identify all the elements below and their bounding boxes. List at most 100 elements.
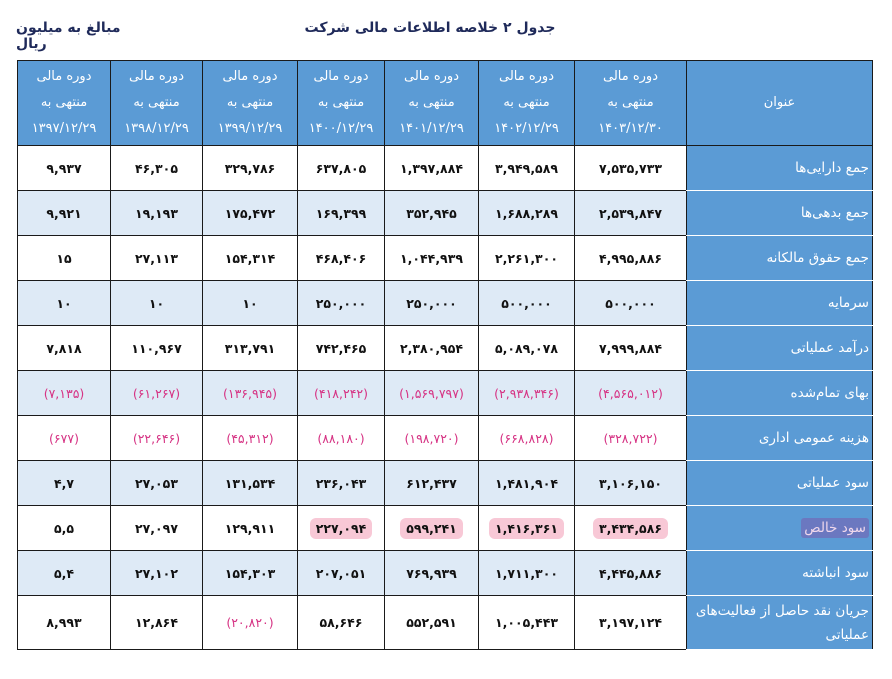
cell-value: ۹,۹۲۱ [46, 205, 82, 221]
cell-value: ۷۴۲,۴۶۵ [315, 340, 367, 356]
cell-value: ۵۰۰,۰۰۰ [605, 295, 656, 311]
value-cell: ۲۷,۱۱۳ [110, 235, 203, 281]
period-date: ۱۴۰۲/۱۲/۲۹ [494, 121, 559, 136]
value-cell: ۱۵۴,۳۰۳ [202, 550, 298, 596]
table-row: جمع دارایی‌ها ۷,۵۳۵,۷۳۳ ۳,۹۴۹,۵۸۹ ۱,۳۹۷,۸۸۴… [17, 145, 873, 191]
unit-note: مبالغ به میلیون ریال [16, 20, 121, 52]
value-cell: ۱,۰۴۴,۹۳۹ [384, 235, 479, 281]
value-cell: ۱۲۹,۹۱۱ [202, 505, 298, 551]
column-header-period: دوره مالی منتهی به ۱۳۹۷/۱۲/۲۹ [17, 60, 111, 146]
row-label-cell: بهای تمام‌شده [686, 370, 873, 416]
cell-value: ۵۹۹,۲۴۱ [400, 517, 463, 539]
value-cell: ۱۹,۱۹۳ [110, 190, 203, 236]
cell-value: ۱,۰۴۴,۹۳۹ [400, 250, 463, 266]
value-cell: ۵,۰۸۹,۰۷۸ [478, 325, 575, 371]
value-cell: ۵۹۹,۲۴۱ [384, 505, 479, 551]
period-line1: دوره مالی [36, 69, 92, 84]
cell-value: ۴,۹۹۵,۸۸۶ [599, 250, 662, 266]
cell-value: ۱۲۹,۹۱۱ [224, 520, 276, 536]
financial-summary-table: عنوان دوره مالی منتهی به ۱۴۰۳/۱۲/۳۰ دوره ما… [17, 60, 873, 650]
period-line1: دوره مالی [602, 69, 658, 84]
cell-value: ۲۷,۰۹۷ [135, 520, 178, 536]
cell-value: ۱۵۴,۳۱۴ [224, 250, 276, 266]
column-header-period: دوره مالی منتهی به ۱۴۰۱/۱۲/۲۹ [384, 60, 479, 146]
value-cell: ۲,۲۶۱,۳۰۰ [478, 235, 575, 281]
cell-value: ۲۳۶,۰۴۳ [315, 475, 367, 491]
cell-value: ۷,۵۳۵,۷۳۳ [599, 160, 662, 176]
value-cell: ۳۵۲,۹۴۵ [384, 190, 479, 236]
value-cell: ۹,۹۳۷ [17, 145, 111, 191]
value-cell: ۲۷,۱۰۲ [110, 550, 203, 596]
header-row: عنوان دوره مالی منتهی به ۱۴۰۳/۱۲/۳۰ دوره ما… [17, 60, 873, 146]
row-label-cell: جمع بدهی‌ها [686, 190, 873, 236]
period-date: ۱۳۹۹/۱۲/۲۹ [217, 121, 283, 136]
cell-value: ۲۰۷,۰۵۱ [315, 565, 367, 581]
cell-value: (۴۱۸,۲۴۲) [313, 385, 368, 401]
row-label-cell: جریان نقد حاصل از فعالیت‌های عملیاتی [686, 595, 873, 650]
period-line2: منتهی به [226, 95, 274, 110]
row-label-cell: هزینه عمومی اداری [686, 415, 873, 461]
cell-value: ۱,۴۱۶,۳۶۱ [489, 517, 564, 539]
value-cell: ۳۱۳,۷۹۱ [202, 325, 298, 371]
period-line2: منتهی به [317, 95, 365, 110]
cell-value: ۱۱۰,۹۶۷ [131, 340, 182, 356]
cell-value: (۱,۵۶۹,۷۹۷) [399, 385, 464, 401]
value-cell: ۶۱۲,۴۳۷ [384, 460, 479, 506]
cell-value: (۷,۱۳۵) [43, 385, 85, 401]
value-cell: ۲۰۷,۰۵۱ [297, 550, 385, 596]
value-cell: ۱,۳۹۷,۸۸۴ [384, 145, 479, 191]
value-cell: ۱,۰۰۵,۴۴۳ [478, 595, 575, 650]
period-line1: دوره مالی [403, 69, 459, 84]
cell-value: ۱,۴۸۱,۹۰۴ [495, 475, 558, 491]
table-row: سود عملیاتی ۳,۱۰۶,۱۵۰ ۱,۴۸۱,۹۰۴ ۶۱۲,۴۳۷ ۲۳۶,… [17, 460, 873, 506]
table-row: درآمد عملیاتی ۷,۹۹۹,۸۸۴ ۵,۰۸۹,۰۷۸ ۲,۳۸۰,۹۵۴… [17, 325, 873, 371]
cell-value: ۳۲۹,۷۸۶ [224, 160, 276, 176]
cell-value: ۴۶۸,۴۰۶ [315, 250, 367, 266]
period-date: ۱۴۰۳/۱۲/۳۰ [598, 121, 663, 136]
cell-value: ۷,۹۹۹,۸۸۴ [599, 340, 662, 356]
column-header-period: دوره مالی منتهی به ۱۳۹۹/۱۲/۲۹ [202, 60, 298, 146]
row-label: درآمد عملیاتی [790, 340, 869, 356]
cell-value: (۱۳۶,۹۴۵) [222, 385, 277, 401]
value-cell: ۱۵۴,۳۱۴ [202, 235, 298, 281]
value-cell: ۲۵۰,۰۰۰ [384, 280, 479, 326]
cell-value: ۳,۹۴۹,۵۸۹ [495, 160, 558, 176]
cell-value: (۲,۹۳۸,۳۴۶) [494, 385, 559, 401]
cell-value: (۲۲,۶۴۶) [132, 430, 181, 446]
cell-value: ۲,۲۶۱,۳۰۰ [495, 250, 558, 266]
value-cell: (۴۱۸,۲۴۲) [297, 370, 385, 416]
value-cell: ۲۷,۰۵۳ [110, 460, 203, 506]
value-cell: ۴۶,۳۰۵ [110, 145, 203, 191]
cell-value: ۴,۴۴۵,۸۸۶ [599, 565, 662, 581]
value-cell: ۴۶۸,۴۰۶ [297, 235, 385, 281]
value-cell: ۱۰ [17, 280, 111, 326]
cell-value: ۱۹,۱۹۳ [135, 205, 178, 221]
value-cell: ۷,۸۱۸ [17, 325, 111, 371]
cell-value: ۵,۰۸۹,۰۷۸ [495, 340, 558, 356]
period-line2: منتهی به [408, 95, 455, 110]
cell-value: (۴,۵۶۵,۰۱۲) [598, 385, 663, 401]
value-cell: ۱۳۱,۵۳۴ [202, 460, 298, 506]
value-cell: (۶۱,۲۶۷) [110, 370, 203, 416]
cell-value: ۱۵ [56, 250, 72, 266]
cell-value: ۱,۷۱۱,۳۰۰ [495, 565, 558, 581]
value-cell: ۱,۴۸۱,۹۰۴ [478, 460, 575, 506]
value-cell: ۴,۹۹۵,۸۸۶ [574, 235, 687, 281]
value-cell: ۱۶۹,۳۹۹ [297, 190, 385, 236]
cell-value: ۱,۳۹۷,۸۸۴ [400, 160, 463, 176]
column-header-title: عنوان [686, 60, 873, 146]
row-label: هزینه عمومی اداری [758, 430, 869, 446]
value-cell: ۷,۹۹۹,۸۸۴ [574, 325, 687, 371]
value-cell: (۱۹۸,۷۲۰) [384, 415, 479, 461]
cell-value: ۱۰ [242, 295, 258, 311]
cell-value: ۲۷,۱۰۲ [135, 565, 178, 581]
cell-value: (۴۵,۳۱۲) [226, 430, 274, 446]
value-cell: ۲۲۷,۰۹۴ [297, 505, 385, 551]
cell-value: (۶۷۷) [49, 430, 79, 446]
period-line1: دوره مالی [498, 69, 554, 84]
value-cell: ۳,۹۴۹,۵۸۹ [478, 145, 575, 191]
cell-value: ۵۰۰,۰۰۰ [501, 295, 552, 311]
cell-value: ۱,۰۰۵,۴۴۳ [495, 615, 558, 630]
cell-value: ۳,۱۹۷,۱۲۴ [599, 615, 662, 630]
cell-value: ۲۷,۰۵۳ [135, 475, 178, 491]
